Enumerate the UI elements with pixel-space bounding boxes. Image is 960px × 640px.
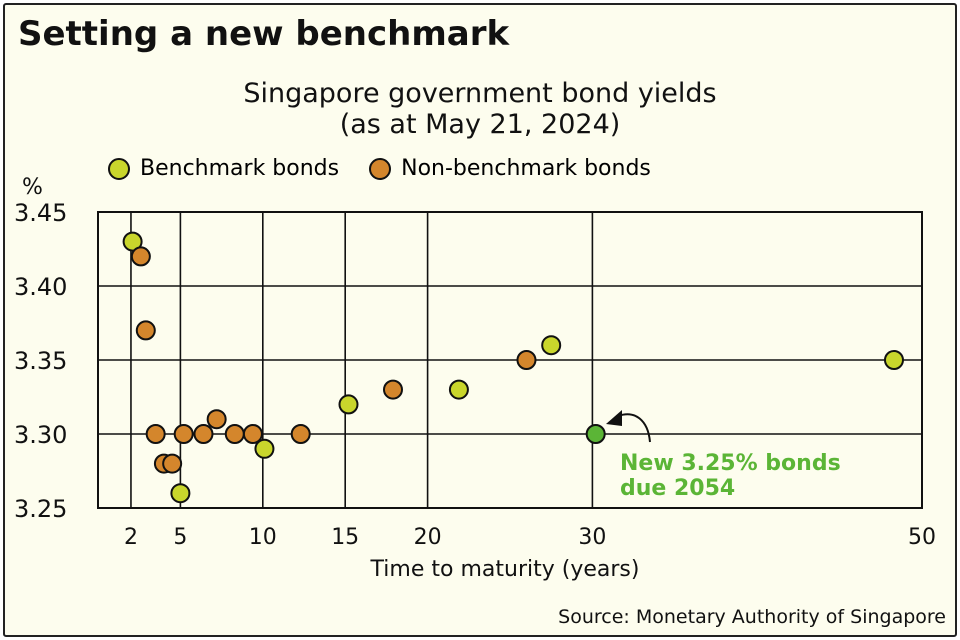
x-tick-label: 2 xyxy=(124,525,138,550)
new-bond-point xyxy=(585,424,606,444)
legend-item-benchmark: Benchmark bonds xyxy=(108,156,339,181)
legend-swatch xyxy=(369,157,392,180)
y-tick-label: 3.35 xyxy=(14,347,67,375)
x-tick-label: 50 xyxy=(908,525,936,550)
annotation-line2: due 2054 xyxy=(620,476,735,501)
legend-label: Non-benchmark bonds xyxy=(401,156,651,181)
non-benchmark-point xyxy=(290,424,311,444)
arrow-head-icon xyxy=(606,410,622,426)
headline: Setting a new benchmark xyxy=(18,14,510,54)
plot-border xyxy=(97,211,923,509)
x-axis-label: Time to maturity (years) xyxy=(370,557,640,582)
non-benchmark-point xyxy=(145,424,166,444)
x-tick-label: 30 xyxy=(578,525,606,550)
x-tick-label: 10 xyxy=(249,525,277,550)
chart-title: Singapore government bond yields (as at … xyxy=(0,78,960,140)
non-benchmark-point xyxy=(173,424,194,444)
chart-frame xyxy=(3,3,957,637)
x-tick-label: 5 xyxy=(173,525,187,550)
non-benchmark-point xyxy=(516,350,537,370)
x-tick-label: 20 xyxy=(414,525,442,550)
x-tick-label: 15 xyxy=(331,525,359,550)
non-benchmark-point xyxy=(224,424,245,444)
benchmark-point xyxy=(883,350,904,370)
subtitle-line: (as at May 21, 2024) xyxy=(339,109,621,140)
non-benchmark-point xyxy=(206,409,227,430)
non-benchmark-point xyxy=(242,424,263,444)
non-benchmark-point xyxy=(130,246,151,267)
annotation-arrow xyxy=(617,413,651,443)
legend: Benchmark bonds Non-benchmark bonds xyxy=(108,156,681,181)
y-tick-label: 3.25 xyxy=(14,495,67,523)
y-tick-label: 3.40 xyxy=(14,273,67,301)
y-axis-label: % xyxy=(22,175,43,200)
non-benchmark-point xyxy=(382,379,403,400)
non-benchmark-point xyxy=(162,453,183,474)
benchmark-point xyxy=(122,231,143,252)
benchmark-point xyxy=(338,394,359,415)
source-note: Source: Monetary Authority of Singapore xyxy=(558,606,946,628)
y-tick-label: 3.30 xyxy=(14,421,67,449)
legend-swatch xyxy=(108,157,130,180)
title-line: Singapore government bond yields xyxy=(243,78,717,109)
y-tick-label: 3.45 xyxy=(14,199,67,227)
non-benchmark-point xyxy=(193,424,214,444)
benchmark-point xyxy=(448,379,469,400)
benchmark-point xyxy=(541,335,562,356)
non-benchmark-point xyxy=(135,320,156,341)
legend-label: Benchmark bonds xyxy=(140,156,340,181)
benchmark-point xyxy=(170,483,191,504)
legend-item-non-benchmark: Non-benchmark bonds xyxy=(369,156,651,181)
benchmark-point xyxy=(254,438,275,459)
annotation-line1: New 3.25% bonds xyxy=(620,451,841,476)
